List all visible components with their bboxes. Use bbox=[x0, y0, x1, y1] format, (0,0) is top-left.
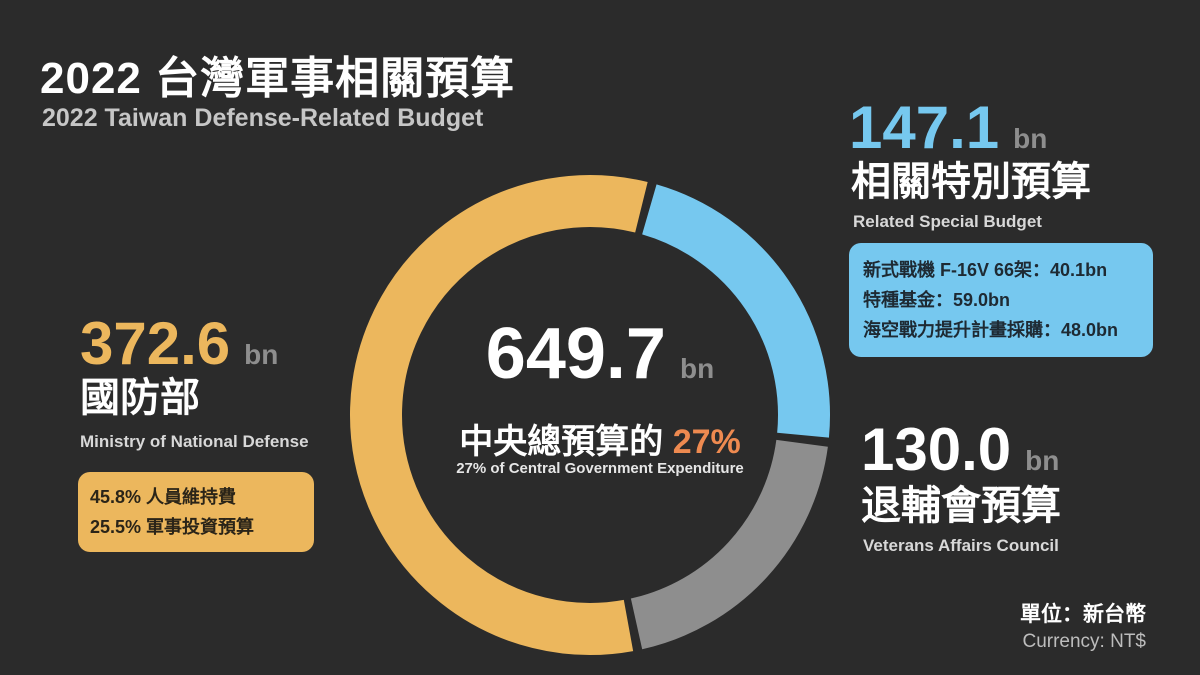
currency-label-zh: 單位：新台幣 bbox=[1020, 603, 1146, 626]
center-total: 649.7 bn bbox=[440, 318, 760, 390]
page-title: 2022 台灣軍事相關預算 bbox=[40, 54, 516, 103]
special-budget-value: 147.1 bn bbox=[849, 98, 1047, 158]
mnd-budget-zh: 國防部 bbox=[80, 376, 200, 420]
center-share-percent: 27% bbox=[672, 423, 741, 461]
center-total-value: 649.7 bbox=[485, 314, 666, 394]
mnd-budget-value: 372.6 bn bbox=[80, 314, 278, 374]
special-detail-item: 新式戰機 F-16V 66架：40.1bn bbox=[863, 260, 1108, 280]
donut-slice-veterans bbox=[630, 439, 828, 650]
special-budget-details: 新式戰機 F-16V 66架：40.1bn 特種基金：59.0bn 海空戰力提升… bbox=[849, 243, 1153, 357]
mnd-budget-unit: bn bbox=[244, 339, 279, 370]
veterans-budget-value: 130.0 bn bbox=[861, 420, 1059, 480]
veterans-budget-en: Veterans Affairs Council bbox=[863, 536, 1059, 555]
special-budget-unit: bn bbox=[1013, 123, 1048, 154]
special-budget-number: 147.1 bbox=[849, 94, 1000, 161]
mnd-detail-item: 45.8% 人員維持費 bbox=[90, 487, 237, 507]
center-share-en: 27% of Central Government Expenditure bbox=[456, 460, 744, 477]
veterans-budget-zh: 退輔會預算 bbox=[861, 484, 1061, 528]
veterans-budget-unit: bn bbox=[1025, 445, 1060, 476]
center-total-unit: bn bbox=[679, 353, 715, 384]
mnd-detail-item: 25.5% 軍事投資預算 bbox=[90, 517, 255, 537]
mnd-budget-number: 372.6 bbox=[80, 310, 231, 377]
donut-slice-mnd bbox=[350, 175, 648, 655]
special-budget-en: Related Special Budget bbox=[853, 212, 1042, 231]
veterans-budget-number: 130.0 bbox=[861, 416, 1012, 483]
currency-label-en: Currency: NT$ bbox=[1022, 631, 1146, 652]
mnd-budget-en: Ministry of National Defense bbox=[80, 432, 309, 451]
special-budget-zh: 相關特別預算 bbox=[851, 160, 1091, 204]
donut-slice-special bbox=[641, 184, 830, 438]
center-share-zh: 中央總預算的 27% bbox=[400, 414, 800, 463]
special-detail-item: 特種基金：59.0bn bbox=[863, 290, 1011, 310]
center-share-prefix: 中央總預算的 bbox=[459, 423, 664, 461]
mnd-budget-details: 45.8% 人員維持費 25.5% 軍事投資預算 bbox=[78, 472, 314, 552]
special-detail-item: 海空戰力提升計畫採購：48.0bn bbox=[863, 320, 1119, 340]
page-subtitle: 2022 Taiwan Defense-Related Budget bbox=[42, 104, 484, 132]
